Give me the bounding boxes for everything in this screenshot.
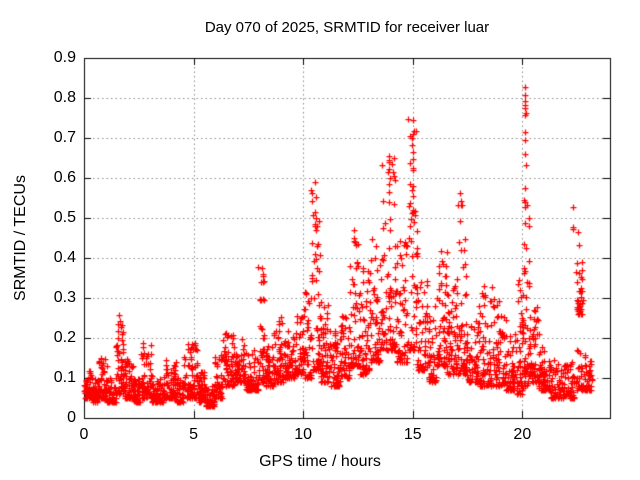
y-tick-label: 0.9 bbox=[53, 49, 76, 66]
chart-title: Day 070 of 2025, SRMTID for receiver lua… bbox=[204, 19, 490, 36]
y-tick-label: 0.3 bbox=[53, 289, 76, 306]
x-tick-label: 0 bbox=[79, 426, 89, 443]
y-tick-label: 0.8 bbox=[53, 89, 76, 106]
y-tick-label: 0.5 bbox=[53, 209, 76, 226]
x-axis-label: GPS time / hours bbox=[259, 453, 381, 470]
y-tick-label: 0.1 bbox=[53, 369, 76, 386]
y-tick-label: 0 bbox=[67, 409, 76, 426]
y-tick-label: 0.6 bbox=[53, 169, 76, 186]
x-tick-label: 15 bbox=[403, 426, 422, 443]
y-tick-label: 0.2 bbox=[53, 329, 76, 346]
x-tick-label: 5 bbox=[189, 426, 199, 443]
y-tick-label: 0.7 bbox=[53, 129, 76, 146]
x-tick-label: 20 bbox=[513, 426, 532, 443]
y-tick-label: 0.4 bbox=[53, 249, 76, 266]
y-axis-label: SRMTID / TECUs bbox=[12, 175, 29, 301]
x-tick-label: 10 bbox=[294, 426, 313, 443]
